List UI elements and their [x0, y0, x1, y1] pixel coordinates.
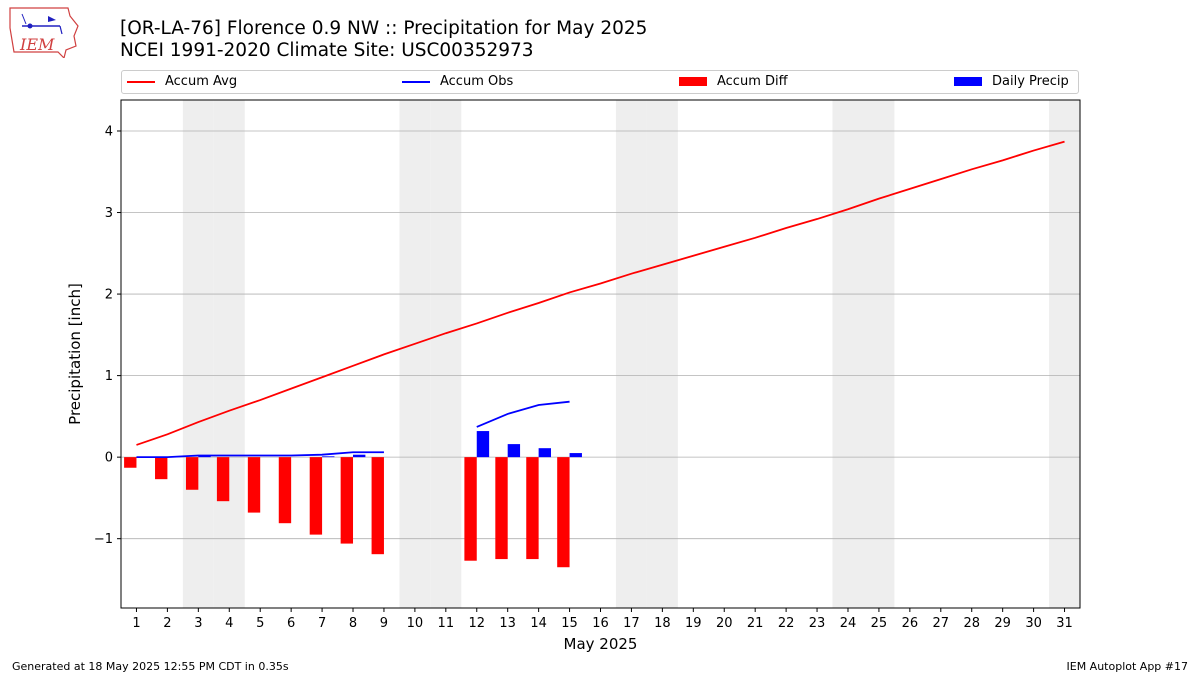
- accum-diff-bar-day-6: [278, 457, 292, 524]
- iem-logo: IEM: [8, 6, 80, 60]
- x-tick-label-26: 26: [902, 616, 919, 631]
- daily-precip-bar-day-8: [353, 454, 366, 458]
- accum-obs-line-segment-1: [136, 451, 384, 459]
- weekend-shade-day-24: [832, 100, 864, 608]
- footer-app: IEM Autoplot App #17: [1066, 660, 1189, 673]
- daily-precip-bar-day-12: [476, 431, 490, 458]
- legend-swatch-accum-avg: [127, 80, 155, 83]
- daily-precip-bar-day-14: [538, 448, 552, 458]
- legend-label-daily-precip: Daily Precip: [992, 74, 1069, 89]
- x-tick-label-6: 6: [287, 616, 295, 631]
- accum-diff-bar-day-3: [185, 457, 199, 490]
- legend-label-accum-diff: Accum Diff: [717, 74, 788, 89]
- x-tick-label-24: 24: [840, 616, 857, 631]
- legend-item-daily-precip: Daily Precip: [954, 74, 1069, 90]
- x-tick-label-27: 27: [933, 616, 950, 631]
- accum-diff-bar-day-7: [309, 457, 323, 535]
- x-axis-label: May 2025: [564, 635, 638, 653]
- x-tick-label-7: 7: [318, 616, 326, 631]
- iem-logo-graphic: IEM: [9, 7, 79, 60]
- x-tick-label-16: 16: [592, 616, 609, 631]
- svg-text:IEM: IEM: [19, 35, 55, 54]
- x-tick-label-11: 11: [438, 616, 455, 631]
- legend-item-accum-avg: Accum Avg: [127, 74, 237, 90]
- y-tick-label-0: 0: [105, 451, 113, 466]
- x-tick-label-2: 2: [163, 616, 171, 631]
- legend: Accum Avg Accum Obs Accum Diff Daily Pre…: [121, 70, 1079, 94]
- accum-diff-bar-day-8: [340, 457, 354, 544]
- y-tick-label-2: 2: [105, 288, 113, 303]
- weekend-shade-day-4: [213, 100, 245, 608]
- x-tick-label-25: 25: [871, 616, 888, 631]
- legend-label-accum-avg: Accum Avg: [165, 74, 238, 89]
- accum-diff-bar-day-5: [247, 457, 261, 513]
- x-tick-label-30: 30: [1025, 616, 1042, 631]
- legend-swatch-accum-obs: [402, 80, 430, 83]
- weekend-shade-day-17: [615, 100, 647, 608]
- chart-title: [OR-LA-76] Florence 0.9 NW :: Precipitat…: [120, 18, 648, 39]
- accum-diff-bar-day-13: [495, 457, 508, 560]
- x-tick-label-21: 21: [747, 616, 764, 631]
- accum-diff-bar-day-4: [216, 457, 230, 502]
- x-tick-label-10: 10: [407, 616, 424, 631]
- y-tick-label-4: 4: [105, 124, 113, 139]
- x-tick-label-5: 5: [256, 616, 264, 631]
- x-tick-label-23: 23: [809, 616, 826, 631]
- x-tick-label-15: 15: [561, 616, 578, 631]
- x-tick-label-31: 31: [1056, 616, 1073, 631]
- x-tick-label-13: 13: [499, 616, 516, 631]
- y-tick-label-1: 1: [105, 369, 113, 384]
- x-tick-label-17: 17: [623, 616, 640, 631]
- legend-swatch-accum-diff: [679, 77, 707, 86]
- accum-obs-line-segment-2: [476, 400, 570, 428]
- x-tick-label-29: 29: [994, 616, 1011, 631]
- plot-frame: [120, 99, 1081, 609]
- footer-generated: Generated at 18 May 2025 12:55 PM CDT in…: [12, 660, 289, 673]
- accum-avg-line: [136, 140, 1065, 446]
- daily-precip-bar-day-7: [322, 456, 335, 458]
- accum-diff-bar-day-1: [124, 457, 137, 468]
- x-tick-label-14: 14: [530, 616, 547, 631]
- x-tick-label-4: 4: [225, 616, 233, 631]
- y-tick-label--1: −1: [94, 532, 113, 547]
- accum-diff-bar-day-12: [464, 457, 477, 561]
- x-tick-label-28: 28: [963, 616, 980, 631]
- x-tick-label-12: 12: [468, 616, 485, 631]
- weekend-shade-day-25: [863, 100, 895, 608]
- weekend-shade-day-11: [430, 100, 462, 608]
- legend-item-accum-obs: Accum Obs: [402, 74, 513, 90]
- daily-precip-bar-day-15: [569, 453, 582, 458]
- x-tick-label-18: 18: [654, 616, 671, 631]
- legend-item-accum-diff: Accum Diff: [679, 74, 788, 90]
- x-tick-label-3: 3: [194, 616, 202, 631]
- x-tick-label-20: 20: [716, 616, 733, 631]
- legend-label-accum-obs: Accum Obs: [440, 74, 514, 89]
- x-tick-label-19: 19: [685, 616, 702, 631]
- x-tick-label-8: 8: [349, 616, 357, 631]
- chart-subtitle: NCEI 1991-2020 Climate Site: USC00352973: [120, 40, 534, 61]
- legend-swatch-daily-precip: [954, 77, 982, 86]
- accum-diff-bar-day-2: [155, 457, 168, 480]
- x-tick-label-1: 1: [132, 616, 140, 631]
- weekend-shade-day-18: [646, 100, 678, 608]
- x-tick-label-22: 22: [778, 616, 795, 631]
- daily-precip-bar-day-13: [507, 444, 521, 458]
- accum-diff-bar-day-15: [557, 457, 570, 568]
- weekend-shade-day-3: [182, 100, 214, 608]
- x-tick-label-9: 9: [380, 616, 388, 631]
- weekend-shade-day-31: [1049, 100, 1080, 608]
- accum-diff-bar-day-14: [526, 457, 539, 560]
- accum-diff-bar-day-9: [371, 457, 384, 555]
- y-axis-label: Precipitation [inch]: [66, 283, 84, 425]
- weekend-shade-day-10: [399, 100, 431, 608]
- y-tick-label-3: 3: [105, 206, 113, 221]
